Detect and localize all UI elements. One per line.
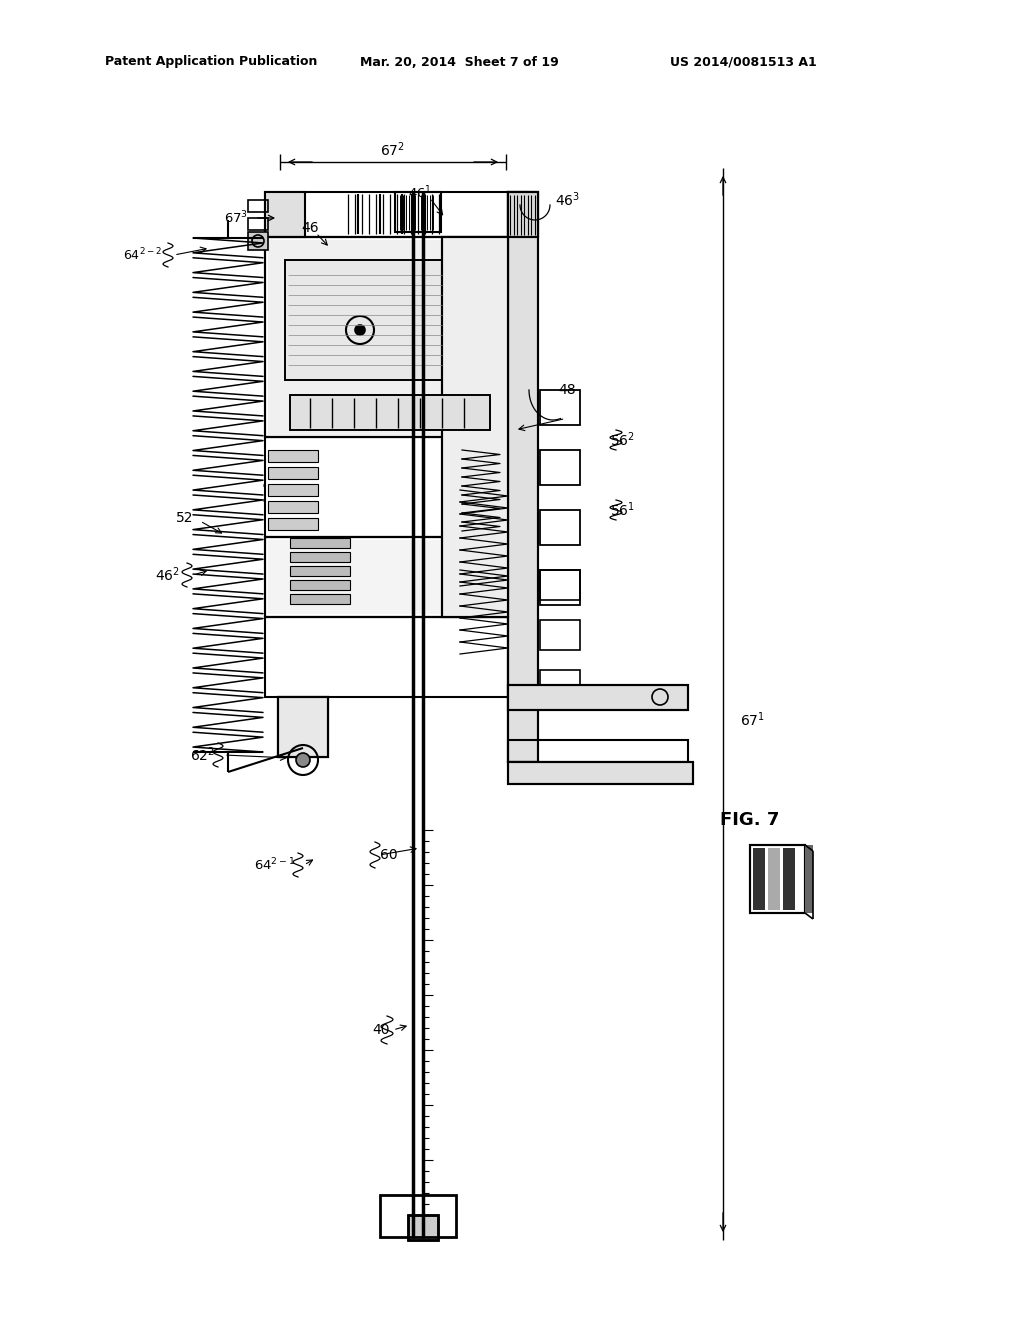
Bar [248,201,268,213]
Text: $62^2$: $62^2$ [190,746,215,764]
Text: 48: 48 [558,383,575,397]
Bar [265,238,508,437]
Bar [750,845,805,913]
Bar [508,191,538,238]
Bar [278,697,328,756]
Bar [265,437,508,537]
Bar [508,191,528,762]
Text: Patent Application Publication: Patent Application Publication [105,55,317,69]
Text: FIG. 7: FIG. 7 [720,810,779,829]
Bar [768,847,780,909]
Bar [508,741,688,762]
Bar [783,847,795,909]
Bar [285,260,445,380]
Bar [540,570,580,601]
Text: 46: 46 [301,220,318,235]
Bar [268,517,318,531]
Bar [268,502,318,513]
Bar [290,594,350,605]
Bar [278,697,328,756]
Text: $46^3$: $46^3$ [555,190,581,210]
Bar [408,1214,438,1239]
Bar [265,238,508,437]
Bar [265,537,508,616]
Bar [750,845,805,913]
Bar [395,191,441,232]
Bar [380,1195,456,1237]
Bar [750,845,805,913]
Bar [508,685,688,710]
Bar [540,570,580,605]
Bar [268,467,318,479]
Bar [290,579,350,590]
Bar [540,620,580,649]
Bar [290,539,350,548]
Bar [265,191,305,238]
Text: 60: 60 [380,847,397,862]
Text: $67^3$: $67^3$ [224,210,248,226]
Text: $67^1$: $67^1$ [740,710,765,729]
Bar [248,232,268,249]
Bar [268,540,505,614]
Circle shape [355,325,365,335]
Text: $67^2$: $67^2$ [381,141,406,160]
Bar [508,762,693,784]
Bar [268,450,318,462]
Text: 52: 52 [175,511,193,525]
Bar [285,260,445,380]
Bar [265,537,508,616]
Bar [268,240,505,436]
Text: $64^{2-2}$: $64^{2-2}$ [123,247,162,263]
Text: $46^2$: $46^2$ [155,566,180,585]
Bar [408,1214,438,1239]
Bar [268,484,318,496]
Bar [540,510,580,545]
Text: $64^{2-1}$: $64^{2-1}$ [254,857,295,874]
Bar [540,671,580,700]
Bar [265,191,508,238]
Bar [753,847,765,909]
Bar [508,762,693,784]
Bar [508,191,538,762]
Bar [508,191,538,762]
Bar [508,685,688,710]
Text: Mar. 20, 2014  Sheet 7 of 19: Mar. 20, 2014 Sheet 7 of 19 [360,55,559,69]
Bar [278,697,328,756]
Text: $46^1$: $46^1$ [408,185,432,201]
Text: $56^1$: $56^1$ [610,500,635,519]
Bar [290,395,490,430]
Text: $56^2$: $56^2$ [610,430,635,449]
Bar [290,552,350,562]
Text: US 2014/0081513 A1: US 2014/0081513 A1 [670,55,817,69]
Bar [540,389,580,425]
Bar [540,450,580,484]
Bar [805,845,813,913]
Bar [290,395,490,430]
Bar [442,238,508,616]
Bar [290,566,350,576]
Circle shape [296,752,310,767]
Text: 40: 40 [373,1023,390,1038]
Bar [508,191,538,238]
Bar [442,238,508,616]
Bar [265,616,508,697]
Bar [248,218,268,230]
